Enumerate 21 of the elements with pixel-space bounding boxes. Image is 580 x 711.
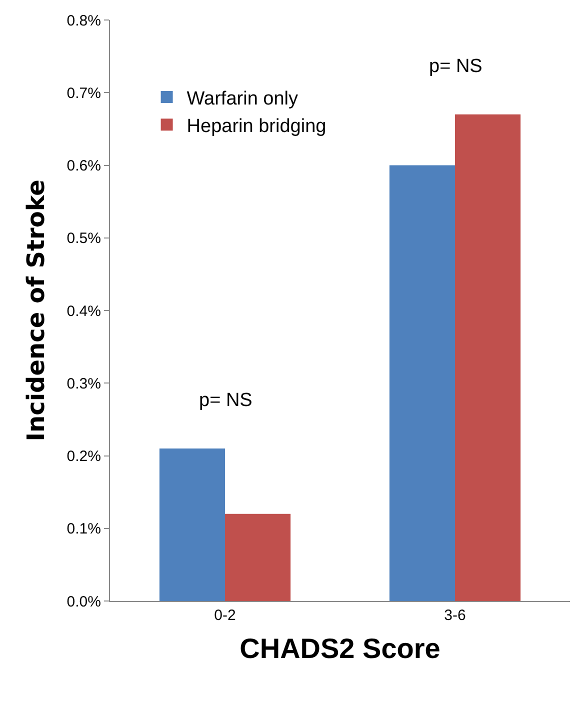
y-tick-label: 0.8%	[66, 12, 101, 30]
y-tick-label: 0.5%	[66, 230, 101, 248]
y-tick-label: 0.7%	[66, 84, 101, 102]
y-axis-title: Incidence of Stroke	[22, 180, 50, 442]
annotation: p= NS	[199, 390, 252, 411]
legend-label: Warfarin only	[186, 88, 299, 110]
bar	[455, 114, 521, 601]
bar	[159, 448, 225, 601]
x-tick-label: 0-2	[214, 607, 236, 624]
y-tick-label: 0.0%	[66, 593, 101, 610]
y-tick-label: 0.6%	[66, 158, 101, 174]
bar	[225, 514, 291, 601]
legend-label: Heparin bridging	[186, 116, 326, 138]
y-tick-label: 0.1%	[66, 520, 101, 538]
x-axis-title: CHADS2 Score	[240, 633, 440, 664]
x-tick-label: 3-6	[444, 607, 466, 624]
y-tick-label: 0.4%	[66, 302, 101, 320]
y-tick-label: 0.3%	[66, 375, 101, 392]
y-tick-label: 0.2%	[66, 448, 101, 465]
bar	[389, 165, 455, 601]
annotation: p= NS	[429, 56, 482, 77]
